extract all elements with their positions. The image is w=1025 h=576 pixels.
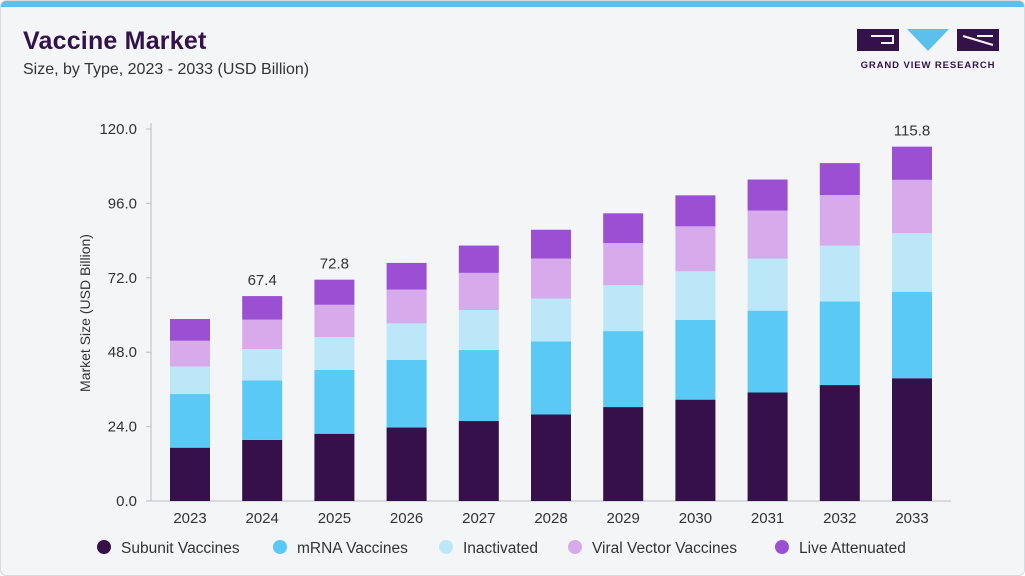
bar-segment <box>386 289 427 324</box>
bar-segment <box>314 369 355 434</box>
grand-view-research-logo: GRAND VIEW RESEARCH <box>857 29 999 74</box>
x-tick-label: 2026 <box>390 510 423 527</box>
data-label: 67.4 <box>248 272 277 289</box>
legend-label: Inactivated <box>463 540 538 557</box>
bar-segment <box>675 271 716 320</box>
bar-segment <box>675 319 716 400</box>
data-label: 115.8 <box>894 123 930 140</box>
x-tick-label: 2023 <box>173 510 206 527</box>
bar-segment <box>747 210 788 259</box>
bar-segment <box>242 439 283 501</box>
x-tick-label: 2025 <box>318 510 351 527</box>
logo-text: GRAND VIEW RESEARCH <box>860 60 996 71</box>
bar-segment <box>675 226 716 272</box>
y-tick-label: 72.0 <box>108 270 137 287</box>
data-label: 72.8 <box>320 256 349 273</box>
chart-title: Vaccine Market <box>23 27 207 55</box>
bar-segment <box>242 380 283 440</box>
bar-segment <box>386 262 427 290</box>
y-tick-label: 0.0 <box>116 493 137 510</box>
bar-segment <box>819 245 860 302</box>
legend-swatch <box>568 540 582 554</box>
bar-segment <box>386 427 427 501</box>
x-tick-label: 2028 <box>534 510 567 527</box>
bar-segment <box>170 319 210 341</box>
x-tick-label: 2032 <box>823 510 856 527</box>
bar-segment <box>603 243 644 286</box>
legend-label: Viral Vector Vaccines <box>592 540 737 557</box>
bar-segment <box>314 433 355 501</box>
bar-segment <box>603 213 644 244</box>
chart-subtitle: Size, by Type, 2023 - 2033 (USD Billion) <box>23 61 310 78</box>
bar-segment <box>819 163 860 196</box>
bar-segment <box>892 378 932 501</box>
bar-segment <box>892 179 932 234</box>
bar-segment <box>170 340 210 367</box>
gvr-logo-icon <box>857 29 999 51</box>
x-tick-label: 2024 <box>246 510 279 527</box>
bar-segment <box>170 366 210 395</box>
bar-segment <box>892 291 932 379</box>
bar-segment <box>819 195 860 246</box>
x-tick-label: 2031 <box>751 510 784 527</box>
x-tick-label: 2033 <box>895 510 928 527</box>
bar-segment <box>314 279 355 305</box>
y-axis-label: Market Size (USD Billion) <box>77 234 93 392</box>
bar-segment <box>242 319 283 350</box>
bar-segment <box>458 272 499 311</box>
legend-swatch <box>97 540 111 554</box>
accent-bar <box>1 1 1024 7</box>
bar-segment <box>603 285 644 332</box>
bar-segment <box>314 337 355 370</box>
bar-segment <box>603 331 644 408</box>
bar-segment <box>531 298 571 342</box>
legend-swatch <box>775 540 789 554</box>
legend-swatch <box>439 540 453 554</box>
bar-segment <box>603 407 644 501</box>
bar-segment <box>747 392 788 501</box>
bar-segment <box>531 229 571 259</box>
bar-segment <box>892 146 932 180</box>
x-tick-label: 2029 <box>607 510 640 527</box>
bar-segment <box>819 385 860 501</box>
bar-segment <box>242 349 283 381</box>
legend-label: Subunit Vaccines <box>121 540 240 557</box>
bar-segment <box>458 350 499 422</box>
bar-segment <box>531 414 571 501</box>
y-tick-label: 96.0 <box>108 195 137 212</box>
legend-label: mRNA Vaccines <box>297 540 408 557</box>
bar-segment <box>675 399 716 501</box>
legend-swatch <box>273 540 287 554</box>
bar-segment <box>675 195 716 227</box>
legend-label: Live Attenuated <box>799 540 906 557</box>
bar-segment <box>747 258 788 311</box>
bar-segment <box>747 310 788 393</box>
y-tick-label: 24.0 <box>108 419 137 436</box>
x-tick-label: 2030 <box>679 510 712 527</box>
y-tick-label: 48.0 <box>108 344 137 361</box>
bar-segment <box>747 179 788 211</box>
bar-segment <box>458 310 499 351</box>
bar-segment <box>531 258 571 299</box>
bar-segment <box>242 296 283 320</box>
bar-segment <box>458 245 499 273</box>
bar-segment <box>531 341 571 415</box>
bar-segment <box>314 304 355 338</box>
bar-segment <box>819 301 860 386</box>
x-tick-label: 2027 <box>462 510 495 527</box>
bar-segment <box>386 359 427 428</box>
bar-segment <box>170 447 210 501</box>
bar-segment <box>458 421 499 501</box>
bar-segment <box>386 323 427 360</box>
bar-segment <box>170 394 210 448</box>
bar-segment <box>892 233 932 292</box>
y-tick-label: 120.0 <box>99 121 137 138</box>
